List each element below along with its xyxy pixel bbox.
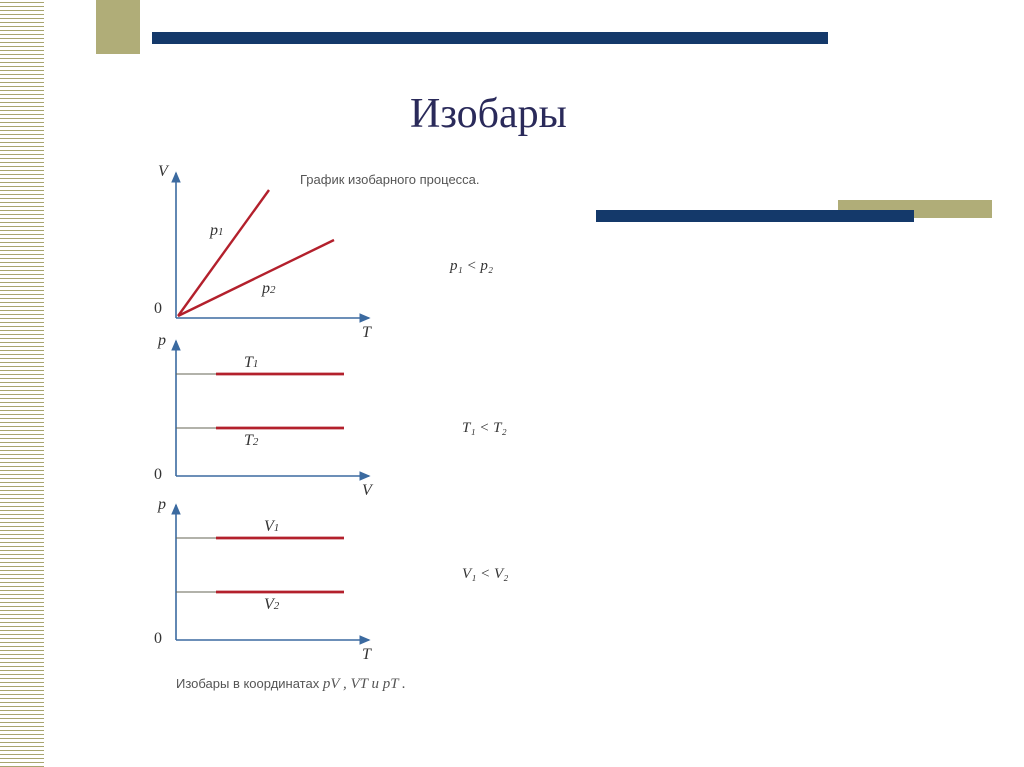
- chart3-origin: 0: [154, 630, 162, 648]
- chart3-ylabel: p: [158, 496, 166, 514]
- chart1-p1-label: p1: [210, 222, 224, 240]
- chart-pv: [154, 336, 384, 501]
- relation-v: V₁ < V₂: [462, 566, 508, 583]
- top-navy-bar: [152, 32, 828, 44]
- chart2-xlabel: V: [362, 482, 372, 500]
- chart3-v2-label: V2: [264, 596, 279, 614]
- chart1-origin: 0: [154, 300, 162, 318]
- chart2-t2-label: T2: [244, 432, 258, 450]
- page-title: Изобары: [410, 90, 567, 138]
- footer-prefix: Изобары в координатах: [176, 676, 323, 691]
- chart2-t1-label: T1: [244, 354, 258, 372]
- chart3-xlabel: T: [362, 646, 371, 664]
- relation-t: T₁ < T₂: [462, 420, 507, 437]
- relation-p: p₁ < p₂: [450, 258, 493, 275]
- chart2-origin: 0: [154, 466, 162, 484]
- left-hatch-strip: [0, 0, 44, 767]
- chart-vt: [154, 168, 384, 343]
- top-olive-block: [96, 0, 140, 54]
- footer-coords: pV , VT и pT .: [323, 676, 406, 692]
- chart3-v1-label: V1: [264, 518, 279, 536]
- chart1-ylabel: V: [158, 163, 168, 181]
- chart1-p2-label: p2: [262, 280, 276, 298]
- footer-caption: Изобары в координатах pV , VT и pT .: [176, 676, 406, 693]
- chart2-ylabel: p: [158, 332, 166, 350]
- mid-navy-bar: [596, 210, 914, 222]
